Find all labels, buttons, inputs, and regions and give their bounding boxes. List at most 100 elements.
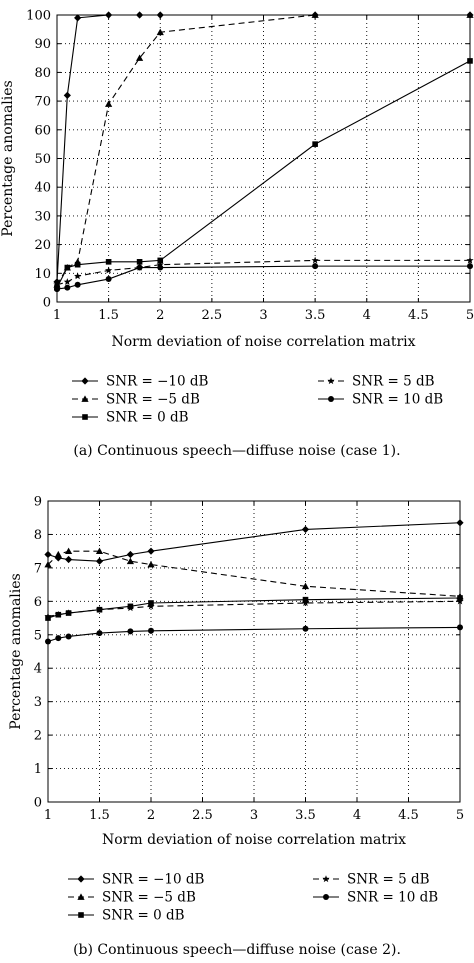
series-line (56, 259, 470, 286)
series-line (47, 626, 461, 642)
legend-marker (327, 377, 335, 385)
legend-item: SNR = 0 dB (68, 908, 185, 924)
x-tick-label: 3 (250, 808, 258, 823)
legend-label: SNR = 10 dB (352, 392, 443, 408)
data-point (147, 602, 155, 610)
data-point (65, 555, 73, 564)
x-tick-label: 4 (353, 808, 361, 823)
y-tick-label: 5 (34, 628, 42, 643)
x-tick-label: 5 (466, 308, 474, 323)
series-line (47, 550, 461, 597)
data-point (64, 284, 71, 291)
data-point (156, 260, 164, 268)
data-point (74, 261, 81, 268)
data-point (126, 550, 134, 559)
data-point (63, 91, 71, 99)
data-point (95, 547, 104, 555)
data-point (136, 259, 143, 265)
y-tick-label: 7 (34, 561, 42, 576)
caption-b: (b) Continuous speech—diffuse noise (cas… (73, 942, 401, 958)
data-point (136, 264, 143, 271)
legend-label: SNR = −10 dB (106, 374, 209, 390)
legend-label: SNR = −5 dB (102, 890, 196, 906)
legend-label: SNR = 10 dB (347, 890, 438, 906)
y-tick-label: 50 (34, 152, 51, 167)
legend-marker (77, 893, 85, 900)
y-tick-label: 6 (34, 595, 42, 610)
legend: SNR = −10 dB SNR = 5 dB SNR = −5 dB SNR = 1… (68, 872, 438, 924)
y-tick-label: 80 (34, 66, 51, 81)
data-point (64, 609, 73, 617)
x-tick-label: 3 (259, 308, 267, 323)
data-point (157, 257, 164, 264)
series-line (47, 597, 461, 619)
data-point (95, 557, 104, 565)
data-point (44, 560, 52, 568)
data-point (456, 519, 464, 527)
legend-label: SNR = 0 dB (106, 410, 189, 426)
x-tick-label: 1 (53, 308, 61, 323)
data-point (74, 14, 82, 22)
x-tick-label: 2.5 (192, 808, 213, 823)
y-tick-label: 9 (34, 495, 42, 510)
legend-marker (323, 894, 329, 900)
y-tick-label: 90 (34, 37, 51, 52)
data-point (74, 272, 82, 280)
y-tick-label: 10 (34, 267, 51, 282)
legend-marker (322, 875, 330, 883)
legend-marker (77, 875, 85, 883)
x-tick-label: 4.5 (398, 808, 419, 823)
data-point (311, 256, 319, 264)
data-point (126, 557, 134, 565)
y-tick-label: 30 (34, 209, 51, 224)
data-point (136, 11, 144, 19)
y-axis-title: Percentage anomalies (8, 573, 24, 729)
chart-panel-a: 1 1.5 2 2.5 3 3.5 4 4.5 5 0 10 20 30 40 50 60 70 80 90 100 N… (0, 0, 474, 470)
data-point (45, 615, 51, 621)
data-point (127, 628, 134, 635)
data-point (54, 286, 60, 293)
y-tick-label: 40 (34, 181, 51, 196)
x-tick-label: 1.5 (98, 308, 119, 323)
data-point (301, 582, 310, 590)
x-tick-label: 5 (456, 808, 464, 823)
data-point (156, 28, 164, 36)
data-point (301, 525, 310, 534)
legend-marker (81, 377, 89, 385)
data-point (126, 604, 135, 612)
plot-frame (56, 14, 471, 303)
legend-marker (81, 395, 89, 402)
y-tick-label: 0 (43, 296, 51, 311)
legend: SNR = −10 dB SNR = 5 dB SNR = −5 dB SNR = 1… (72, 374, 443, 426)
y-axis-title: Percentage anomalies (0, 80, 16, 236)
data-point (44, 612, 52, 620)
data-point (53, 280, 61, 288)
series-1 (53, 11, 474, 286)
data-point (105, 266, 113, 274)
data-point (55, 635, 62, 642)
caption-a: (a) Continuous speech—diffuse noise (cas… (73, 443, 401, 459)
series-5 (45, 624, 463, 645)
data-point (44, 550, 52, 559)
legend-label: SNR = −5 dB (106, 392, 200, 408)
legend-item: SNR = −10 dB (72, 374, 209, 390)
series-line (56, 14, 470, 282)
data-point (467, 263, 473, 270)
data-point (457, 624, 463, 631)
data-point (54, 550, 62, 558)
legend-label: SNR = 5 dB (352, 374, 435, 390)
legend-label: SNR = 0 dB (102, 908, 185, 924)
data-point (74, 281, 81, 288)
legend-marker (328, 396, 334, 402)
x-tick-label: 2.5 (202, 308, 223, 323)
data-point (105, 100, 113, 107)
x-tick-label: 4.5 (408, 308, 429, 323)
data-point (302, 625, 309, 632)
y-tick-label: 0 (34, 796, 42, 811)
legend-item: SNR = −5 dB (68, 890, 196, 906)
y-tick-label: 8 (34, 528, 42, 543)
legend-item: SNR = 5 dB (318, 374, 435, 390)
x-tick-label: 4 (363, 308, 371, 323)
data-point (105, 276, 112, 283)
series-line (56, 60, 471, 288)
